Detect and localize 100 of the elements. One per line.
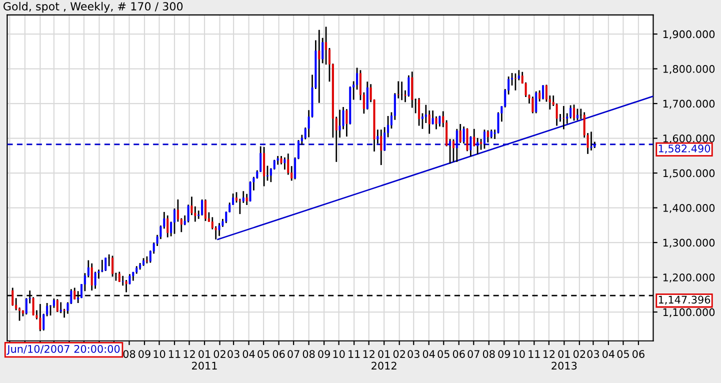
y-tick-label: 1,800.000 [663,65,715,74]
x-tick-label: 12 [543,350,555,358]
x-tick-label: 03 [408,350,420,358]
y-tick-label: 1,200.000 [663,274,715,282]
x-tick-label: 11 [348,350,360,358]
candlestick [204,198,206,222]
candlestick [514,72,516,92]
x-tick-label: 12 [363,350,374,358]
y-tick-label: 1,600.000 [663,134,715,144]
candlestick [142,257,144,267]
ref-line-label: 1,582.490 [658,144,710,154]
candlestick [476,137,479,155]
candlestick [573,104,576,122]
y-tick-label: 1,900.000 [663,30,715,40]
y-tick-label: 1,500.000 [663,169,715,178]
candlestick [538,90,541,102]
candlestick [542,84,544,100]
x-tick-label: 08 [123,350,136,358]
candlestick [449,138,452,164]
candlestick [483,128,486,150]
candlestick [266,165,268,182]
candlestick [284,156,286,170]
candlestick [580,108,582,120]
x-tick-label: 10 [333,350,345,358]
candlestick [338,109,341,138]
candlestick [435,116,438,130]
candlestick [246,193,248,206]
x-tick-label: 09 [498,350,510,358]
x-tick-label: 09 [138,350,150,358]
candlestick [480,138,482,150]
x-tick-label: 07 [288,350,300,358]
candlestick [456,128,458,163]
x-tick-label: 02 [573,350,586,358]
candlestick [118,271,120,282]
x-tick-label: 05 [617,350,629,358]
candlestick [218,222,220,237]
candlestick [380,128,382,166]
candlestick [424,104,427,124]
candlestick [470,136,472,158]
x-tick-label: 04 [422,350,435,358]
candlestick [50,304,52,316]
candlestick [452,138,454,163]
candlestick [56,298,58,313]
ref-line-label: 1,147.396 [658,296,710,305]
x-tick-label: 11 [169,350,180,358]
y-tick-label: 1,100.000 [663,308,715,318]
candlestick [366,80,368,110]
y-tick-label: 1,400.000 [663,204,715,213]
x-tick-label: 06 [452,350,465,358]
candlestick [201,198,204,216]
candlestick [473,128,476,147]
candlestick [432,110,434,126]
x-tick-label: 09 [318,350,330,358]
candlestick [60,302,62,314]
candlestick [166,214,169,238]
candlestick [462,126,465,144]
x-tick-label: 05 [438,350,450,358]
candlestick [238,198,241,215]
x-tick-label: 08 [302,350,315,358]
candlestick [146,256,148,264]
x-tick-label: 08 [482,350,495,358]
candlestick [590,130,592,152]
x-tick-label: 11 [528,350,540,358]
candlestick [376,128,379,144]
candlestick [39,303,42,332]
candlestick [112,255,114,278]
candlestick [325,26,328,66]
x-tick-label: 06 [272,350,285,358]
candlestick [418,97,420,126]
candlestick [559,113,562,122]
x-tick-label: 10 [513,350,525,358]
candlestick [90,262,93,292]
x-tick-label: 04 [242,350,255,358]
candlestick [486,130,489,144]
candlestick [52,298,55,309]
chart-title: Gold, spot , Weekly, # 170 / 300 [4,2,183,13]
candlestick [397,80,400,100]
x-tick-label: 03 [587,350,599,358]
candlestick [125,279,128,293]
x-tick-label: 03 [228,350,240,358]
candlestick [576,108,578,121]
x-tick-label: 12 [184,350,195,358]
text: Jun/10/2007 20:00:00 [6,344,120,355]
x-tick-label: 05 [258,350,270,358]
candlestick [438,115,441,128]
candlestick [346,108,348,138]
y-tick-label: 1,700.000 [663,100,715,109]
candlestick [562,105,565,130]
candlestick [518,69,520,81]
candlestick [263,146,266,187]
candlestick [242,190,244,204]
candlestick [532,96,534,114]
candlestick [459,123,462,144]
candlestick [570,104,572,120]
x-tick-label: 02 [214,350,226,358]
x-tick-label: 04 [602,350,614,358]
candlestick [318,29,320,104]
x-tick-label: 07 [468,350,480,358]
y-tick-label: 1,300.000 [663,238,715,248]
candlestick [122,275,124,286]
